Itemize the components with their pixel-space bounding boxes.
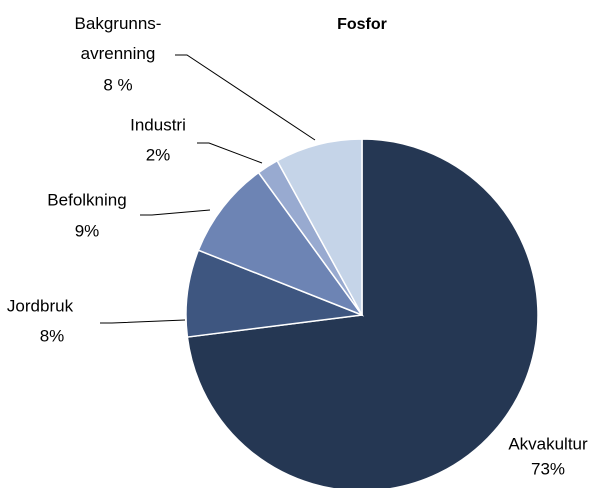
- category-label: Jordbruk: [7, 296, 74, 315]
- value-label: 8%: [40, 326, 65, 345]
- category-label: Industri: [130, 115, 186, 134]
- category-label: Befolkning: [47, 190, 126, 209]
- value-label: 8 %: [103, 75, 132, 94]
- category-label: Bakgrunns-avrenning: [75, 14, 162, 63]
- category-label: Akvakultur: [508, 434, 588, 453]
- leader-line: [197, 142, 263, 164]
- pie-slice: [185, 249, 363, 338]
- leader-line: [175, 54, 316, 141]
- pie-slice: [197, 171, 365, 317]
- value-label: 9%: [75, 221, 100, 240]
- leader-line: [100, 319, 186, 324]
- value-label: 2%: [146, 145, 171, 164]
- pie-slice: [276, 138, 363, 316]
- value-label: 73%: [531, 459, 565, 478]
- chart-title: Fosfor: [337, 16, 387, 33]
- leader-line: [140, 209, 211, 216]
